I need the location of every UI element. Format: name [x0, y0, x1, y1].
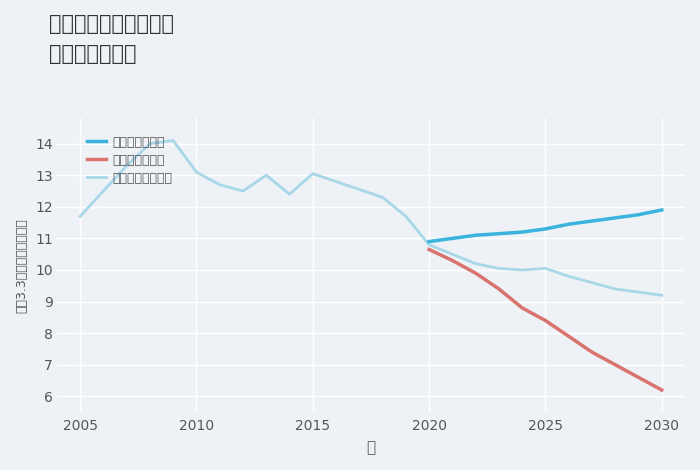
グッドシナリオ	[495, 231, 503, 236]
グッドシナリオ	[634, 212, 643, 218]
グッドシナリオ	[611, 215, 620, 221]
ノーマルシナリオ	[216, 182, 224, 188]
ノーマルシナリオ	[402, 213, 410, 219]
ノーマルシナリオ	[122, 163, 131, 169]
グッドシナリオ	[518, 229, 526, 235]
ノーマルシナリオ	[518, 267, 526, 273]
ノーマルシナリオ	[99, 188, 108, 194]
バッドシナリオ	[611, 362, 620, 368]
Y-axis label: 平（3.3㎡）単価（万円）: 平（3.3㎡）単価（万円）	[15, 218, 28, 313]
バッドシナリオ	[448, 258, 456, 263]
ノーマルシナリオ	[169, 138, 177, 143]
ノーマルシナリオ	[448, 251, 456, 257]
ノーマルシナリオ	[495, 266, 503, 271]
バッドシナリオ	[518, 305, 526, 311]
ノーマルシナリオ	[471, 261, 480, 266]
バッドシナリオ	[564, 334, 573, 339]
ノーマルシナリオ	[541, 266, 550, 271]
ノーマルシナリオ	[588, 280, 596, 285]
グッドシナリオ	[471, 233, 480, 238]
X-axis label: 年: 年	[366, 440, 375, 455]
ノーマルシナリオ	[611, 286, 620, 292]
ノーマルシナリオ	[262, 172, 270, 178]
ノーマルシナリオ	[379, 195, 387, 200]
バッドシナリオ	[495, 286, 503, 292]
Legend: グッドシナリオ, バッドシナリオ, ノーマルシナリオ: グッドシナリオ, バッドシナリオ, ノーマルシナリオ	[82, 131, 177, 189]
バッドシナリオ	[588, 349, 596, 355]
Line: バッドシナリオ: バッドシナリオ	[429, 250, 662, 390]
バッドシナリオ	[425, 247, 433, 252]
グッドシナリオ	[448, 235, 456, 241]
ノーマルシナリオ	[355, 187, 363, 192]
グッドシナリオ	[588, 218, 596, 224]
Line: ノーマルシナリオ: ノーマルシナリオ	[80, 141, 661, 295]
ノーマルシナリオ	[193, 169, 201, 175]
グッドシナリオ	[541, 226, 550, 232]
ノーマルシナリオ	[239, 188, 247, 194]
ノーマルシナリオ	[425, 242, 433, 248]
バッドシナリオ	[634, 375, 643, 380]
ノーマルシナリオ	[286, 191, 294, 197]
バッドシナリオ	[541, 318, 550, 323]
ノーマルシナリオ	[332, 179, 340, 184]
ノーマルシナリオ	[146, 141, 154, 147]
グッドシナリオ	[564, 221, 573, 227]
ノーマルシナリオ	[634, 289, 643, 295]
バッドシナリオ	[657, 387, 666, 393]
バッドシナリオ	[471, 270, 480, 276]
グッドシナリオ	[425, 239, 433, 244]
Text: 三重県鈴鹿市若松東の
土地の価格推移: 三重県鈴鹿市若松東の 土地の価格推移	[49, 14, 174, 64]
Line: グッドシナリオ: グッドシナリオ	[429, 210, 662, 242]
ノーマルシナリオ	[564, 274, 573, 279]
ノーマルシナリオ	[657, 292, 666, 298]
ノーマルシナリオ	[76, 213, 84, 219]
ノーマルシナリオ	[309, 171, 317, 177]
グッドシナリオ	[657, 207, 666, 213]
